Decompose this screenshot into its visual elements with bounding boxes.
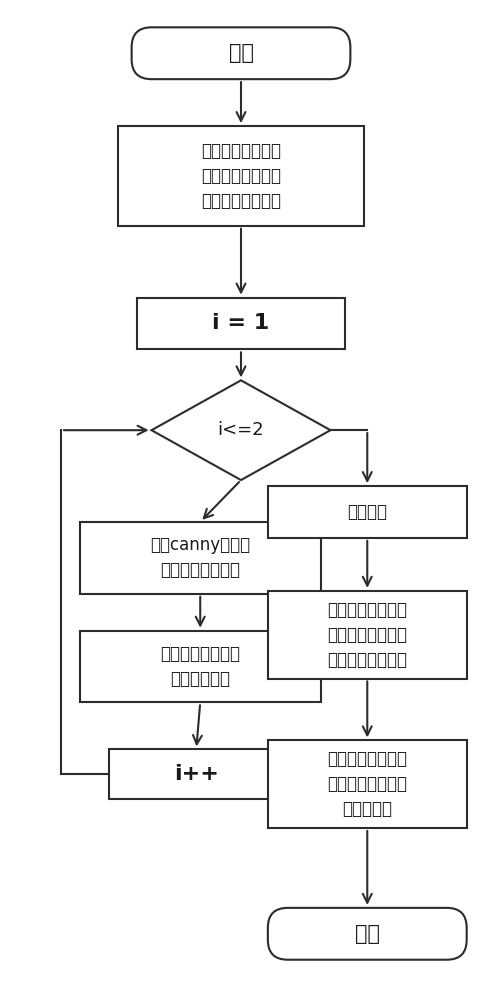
Text: 结束: 结束 — [355, 924, 380, 944]
Bar — [268, 591, 467, 679]
Text: 开始: 开始 — [228, 43, 254, 63]
Text: 由轮廓匹配，约束
于轮廓面积，形变
位置获得综合得分: 由轮廓匹配，约束 于轮廓面积，形变 位置获得综合得分 — [327, 601, 407, 669]
Bar — [118, 126, 364, 226]
Bar — [80, 522, 321, 594]
Text: i++: i++ — [174, 764, 219, 784]
Bar — [268, 740, 467, 828]
Text: i<=2: i<=2 — [218, 421, 264, 439]
Bar — [109, 749, 283, 799]
Polygon shape — [151, 380, 331, 480]
Text: 通过canny算子提
取图像边缘、轮廓: 通过canny算子提 取图像边缘、轮廓 — [150, 536, 250, 579]
FancyBboxPatch shape — [268, 908, 467, 960]
Text: 根据随机概率模型
给原作的轮廓进行
伪彩色上色: 根据随机概率模型 给原作的轮廓进行 伪彩色上色 — [327, 750, 407, 818]
Text: 分解轮廓: 分解轮廓 — [347, 503, 387, 521]
Bar — [136, 298, 346, 349]
Text: 加载手绘图、模版
图，并进行尺寸归
一化，平滑处理。: 加载手绘图、模版 图，并进行尺寸归 一化，平滑处理。 — [201, 142, 281, 210]
Text: i = 1: i = 1 — [213, 313, 269, 333]
FancyBboxPatch shape — [132, 27, 350, 79]
Bar — [80, 631, 321, 702]
Text: 通过膨胀，腐蚀提
取清晰的轮廓: 通过膨胀，腐蚀提 取清晰的轮廓 — [160, 645, 240, 688]
Bar — [268, 486, 467, 538]
